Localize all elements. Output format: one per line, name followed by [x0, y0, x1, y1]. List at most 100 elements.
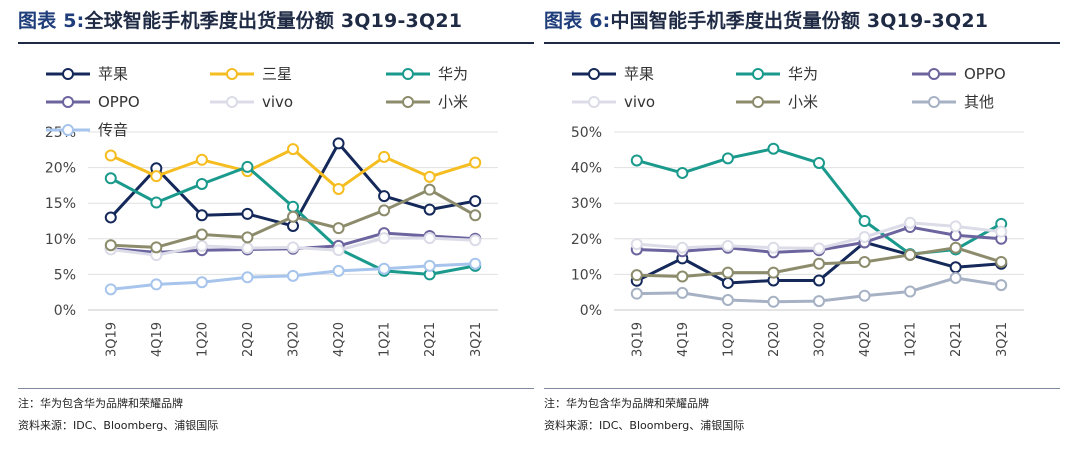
data-point — [949, 261, 962, 274]
data-point — [378, 190, 391, 203]
legend-swatch-marker — [752, 68, 764, 80]
legend-swatch-marker — [928, 68, 940, 80]
legend-label: OPPO — [98, 93, 140, 111]
x-tick-label: 1Q21 — [904, 322, 919, 357]
data-point — [423, 232, 436, 245]
x-tick-label: 3Q19 — [104, 322, 119, 357]
data-point — [469, 195, 482, 208]
x-tick-label: 4Q19 — [676, 322, 691, 357]
legend-swatch-marker — [62, 124, 74, 136]
chart-title: 图表 5:全球智能手机季度出货量份额 3Q19-3Q21 — [18, 6, 462, 33]
chart-panel-china: 图表 6:中国智能手机季度出货量份额 3Q19-3Q21 0% 10% 20% 30%… — [544, 0, 1060, 453]
data-point — [423, 259, 436, 272]
data-point — [858, 215, 871, 227]
data-point — [904, 248, 917, 261]
x-tick-label: 3Q20 — [813, 322, 828, 357]
data-point — [104, 283, 117, 296]
data-point — [767, 241, 780, 254]
data-point — [995, 225, 1008, 238]
data-point — [150, 170, 163, 183]
data-point — [378, 204, 391, 217]
y-tick-label: 15% — [45, 196, 76, 212]
x-tick-label: 1Q21 — [378, 322, 393, 357]
data-point — [630, 238, 643, 251]
data-point — [767, 142, 780, 155]
data-point — [676, 270, 689, 283]
data-point — [332, 222, 345, 235]
data-point — [630, 287, 643, 300]
legend-swatch-marker — [226, 68, 238, 80]
footer-divider — [18, 388, 534, 389]
data-point — [721, 276, 734, 289]
data-point — [150, 278, 163, 291]
data-point — [995, 255, 1008, 268]
data-point — [104, 149, 117, 162]
y-tick-label: 0% — [54, 303, 76, 319]
data-point — [287, 210, 299, 223]
source-note: 资料来源：IDC、Bloomberg、浦银国际 — [18, 419, 219, 432]
legend-label: 三星 — [262, 65, 292, 83]
legend-label: 华为 — [788, 65, 818, 83]
legend-label: 苹果 — [624, 65, 654, 83]
data-point — [195, 209, 208, 222]
data-point — [287, 269, 299, 282]
y-tick-label: 20% — [571, 232, 602, 248]
data-point — [104, 239, 117, 252]
data-point — [904, 285, 917, 298]
data-point — [332, 137, 345, 150]
data-point — [767, 295, 780, 308]
data-point — [195, 177, 208, 190]
legend-label: 华为 — [438, 65, 468, 83]
data-point — [469, 156, 482, 169]
data-point — [332, 182, 345, 195]
data-point — [287, 241, 299, 254]
data-point — [904, 216, 917, 229]
data-point — [195, 228, 208, 241]
data-point — [423, 203, 436, 216]
data-point — [378, 150, 391, 163]
chart-title-text: 全球智能手机季度出货量份额 3Q19-3Q21 — [84, 10, 463, 32]
line-chart-china: 0% 10% 20% 30% 40% 50% 3Q19 4Q19 1Q20 2Q20 3Q20 4Q2… — [571, 65, 1024, 357]
y-tick-label: 40% — [571, 161, 602, 177]
data-point — [150, 196, 163, 209]
legend-swatch-marker — [588, 68, 600, 80]
y-tick-label: 0% — [580, 303, 602, 319]
x-tick-label: 4Q19 — [150, 322, 165, 357]
data-point — [287, 200, 299, 213]
data-point — [767, 266, 780, 279]
footer-divider — [544, 388, 1060, 389]
chart-title-text: 中国智能手机季度出货量份额 3Q19-3Q21 — [610, 10, 989, 32]
x-tick-label: 1Q20 — [721, 322, 736, 357]
data-point — [378, 262, 391, 275]
data-point — [241, 160, 254, 173]
legend-label: vivo — [624, 93, 655, 111]
x-tick-label: 2Q21 — [949, 322, 964, 357]
chart-panel-global: 图表 5:全球智能手机季度出货量份额 3Q19-3Q21 0% 5% 10% 15% 2… — [18, 0, 534, 453]
data-point — [195, 153, 208, 166]
data-point — [241, 271, 254, 284]
data-point — [241, 231, 254, 244]
data-point — [858, 255, 871, 268]
data-point — [995, 279, 1008, 292]
legend-swatch-marker — [402, 68, 414, 80]
data-point — [195, 276, 208, 289]
y-tick-label: 30% — [571, 196, 602, 212]
data-point — [813, 156, 825, 169]
footnote: 注：华为包含华为品牌和荣耀品牌 — [544, 397, 709, 410]
legend-label: OPPO — [964, 65, 1006, 83]
data-point — [287, 143, 299, 156]
title-divider — [544, 42, 1060, 44]
legend-swatch-marker — [226, 96, 238, 108]
legend-swatch-marker — [62, 68, 74, 80]
data-point — [949, 271, 962, 284]
data-point — [721, 266, 734, 279]
chart-title: 图表 6:中国智能手机季度出货量份额 3Q19-3Q21 — [544, 6, 988, 33]
data-point — [241, 207, 254, 220]
data-point — [195, 239, 208, 252]
x-tick-label: 3Q19 — [630, 322, 645, 357]
legend-label: 苹果 — [98, 65, 128, 83]
legend-label: vivo — [262, 93, 293, 111]
legend-label: 小米 — [788, 93, 818, 111]
data-point — [332, 264, 345, 277]
footnote: 注：华为包含华为品牌和荣耀品牌 — [18, 397, 183, 410]
